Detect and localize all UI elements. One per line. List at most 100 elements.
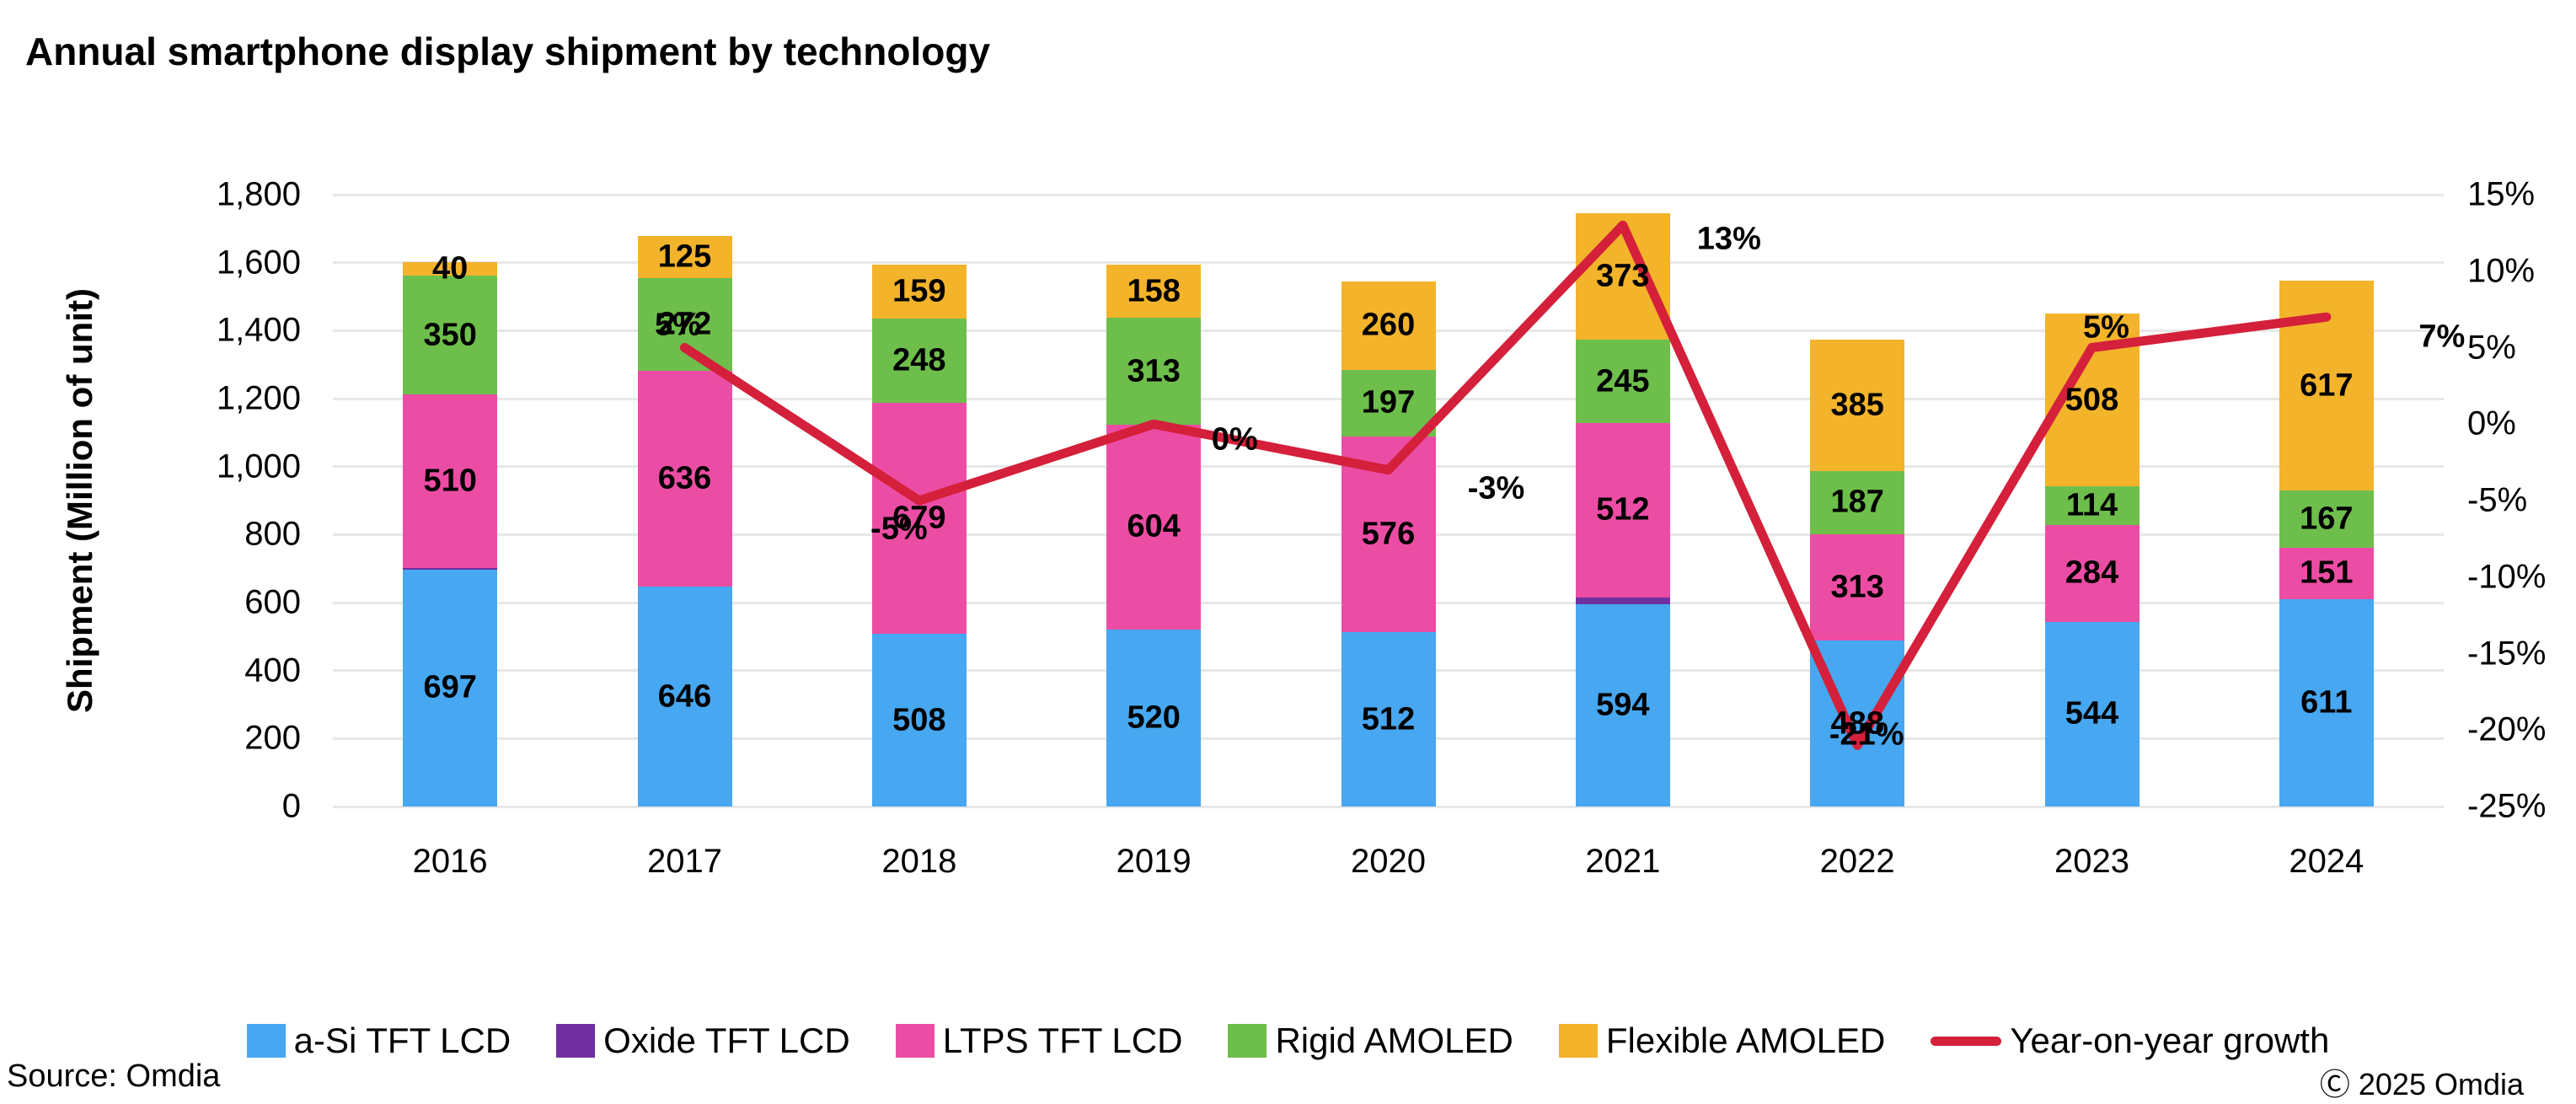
x-axis-tick-label: 2022: [1819, 843, 1895, 880]
y2-axis-tick-label: 15%: [2467, 175, 2536, 213]
bar-value-label: 385: [1830, 387, 1884, 423]
bar-value-label: 187: [1830, 484, 1884, 520]
y-axis-tick-label: 400: [244, 651, 301, 689]
bar-value-label: 151: [2300, 555, 2354, 591]
legend-line-swatch-icon: [1931, 1036, 2002, 1046]
x-axis-tick-label: 2016: [412, 843, 488, 880]
growth-value-label: 13%: [1696, 221, 1761, 257]
bar-value-label: 248: [892, 342, 946, 378]
legend-color-swatch-icon: [246, 1024, 286, 1058]
bar-value-label: 520: [1127, 699, 1181, 736]
legend-item: Year-on-year growth: [1931, 1021, 2329, 1061]
bar-value-label: 260: [1361, 307, 1416, 343]
bar-value-label: 594: [1596, 687, 1650, 723]
y2-axis-tick-label: -5%: [2467, 481, 2528, 519]
bar-value-label: 125: [657, 238, 712, 275]
y-axis-title: Shipment (Million of unit): [60, 288, 99, 713]
bar-value-label: 40: [432, 250, 469, 287]
y-axis-tick-label: 800: [244, 515, 301, 553]
legend-color-swatch-icon: [1558, 1024, 1598, 1058]
legend-item-label: Rigid AMOLED: [1275, 1021, 1513, 1060]
y2-axis-tick-label: -20%: [2467, 710, 2547, 748]
bar-segment: [403, 569, 498, 807]
bar-value-label: 508: [892, 702, 946, 738]
y2-axis-tick-label: 0%: [2467, 405, 2516, 442]
legend-item: Flexible AMOLED: [1558, 1021, 1886, 1061]
x-axis-tick-label: 2019: [1116, 843, 1192, 880]
bar-value-label: 544: [2065, 695, 2119, 732]
y-axis-tick-label: 1,000: [216, 447, 301, 485]
bar-value-label: 114: [2065, 487, 2118, 523]
y-axis-tick-label: 1,400: [216, 311, 301, 349]
legend-item-label: LTPS TFT LCD: [942, 1021, 1183, 1060]
bar-value-label: 510: [423, 463, 477, 499]
x-axis-tick-label: 2020: [1351, 843, 1426, 880]
bar-value-label: 284: [2065, 555, 2119, 591]
y2-axis-tick-label: -25%: [2467, 787, 2547, 825]
copyright-note: Ⓒ 2025 Omdia: [2319, 1067, 2524, 1101]
bar-value-label: 159: [892, 273, 946, 309]
legend-item: Oxide TFT LCD: [556, 1021, 850, 1061]
bar-segment: [403, 261, 498, 276]
bar-segment: [403, 394, 498, 568]
legend-color-swatch-icon: [556, 1024, 596, 1058]
bar-value-label: 313: [1127, 353, 1181, 389]
growth-value-label: -3%: [1467, 470, 1525, 506]
bar-value-label: 512: [1596, 491, 1650, 528]
bar-value-label: 617: [2300, 367, 2354, 404]
y-axis-tick-label: 600: [244, 583, 301, 621]
y2-axis-tick-label: -10%: [2467, 558, 2547, 596]
y-axis-tick-label: 0: [281, 787, 301, 825]
legend-item: a-Si TFT LCD: [246, 1021, 511, 1061]
bar-value-label: 576: [1361, 516, 1416, 552]
gridline: [333, 193, 2444, 196]
legend-item-label: Flexible AMOLED: [1605, 1021, 1886, 1060]
x-axis-tick-label: 2024: [2289, 843, 2364, 880]
gridline: [333, 805, 2444, 808]
chart-title: Annual smartphone display shipment by te…: [25, 29, 991, 73]
legend: a-Si TFT LCD Oxide TFT LCD LTPS TFT LCD Rig…: [0, 1013, 2576, 1069]
legend-item: LTPS TFT LCD: [895, 1021, 1183, 1061]
bar-value-label: 158: [1127, 273, 1181, 309]
y2-axis-tick-label: -15%: [2467, 635, 2547, 672]
growth-value-label: -21%: [1829, 716, 1904, 753]
y2-axis-tick-label: 10%: [2467, 252, 2536, 290]
growth-value-label: 0%: [1211, 421, 1258, 458]
x-axis-tick-label: 2017: [647, 843, 722, 880]
bar-segment: [1575, 597, 1670, 605]
growth-value-label: -5%: [870, 511, 928, 547]
x-axis-tick-label: 2023: [2054, 843, 2129, 880]
growth-value-label: 7%: [2418, 319, 2466, 355]
legend-item: Rigid AMOLED: [1228, 1021, 1513, 1061]
bar-value-label: 508: [2065, 382, 2119, 418]
x-axis-tick-label: 2018: [881, 843, 957, 880]
y2-axis-tick-label: 5%: [2467, 329, 2516, 366]
bar-value-label: 697: [423, 669, 477, 705]
legend-color-swatch-icon: [1228, 1024, 1267, 1058]
legend-color-swatch-icon: [895, 1024, 935, 1058]
legend-item-label: Year-on-year growth: [2010, 1021, 2330, 1060]
growth-value-label: 5%: [655, 307, 701, 342]
source-note: Source: Omdia: [7, 1058, 221, 1094]
legend-item-label: Oxide TFT LCD: [603, 1021, 850, 1060]
bar-value-label: 197: [1361, 384, 1416, 421]
bar-value-label: 646: [657, 678, 712, 715]
y-axis-tick-label: 200: [244, 719, 301, 757]
bar-value-label: 636: [657, 460, 712, 496]
bar-value-label: 245: [1596, 363, 1650, 399]
bar-value-label: 167: [2300, 501, 2354, 537]
bar-value-label: 512: [1361, 701, 1416, 737]
bar-value-label: 350: [423, 317, 477, 353]
y-axis-tick-label: 1,200: [216, 379, 301, 417]
y-axis-tick-label: 1,800: [216, 175, 301, 213]
x-axis-tick-label: 2021: [1585, 843, 1661, 880]
bar-value-label: 313: [1830, 569, 1884, 605]
bar-value-label: 373: [1596, 258, 1650, 294]
bar-segment: [403, 567, 498, 570]
y-axis-tick-label: 1,600: [216, 244, 301, 281]
bar-value-label: 611: [2300, 684, 2353, 721]
legend-item-label: a-Si TFT LCD: [293, 1021, 511, 1060]
bar-segment: [403, 275, 498, 395]
